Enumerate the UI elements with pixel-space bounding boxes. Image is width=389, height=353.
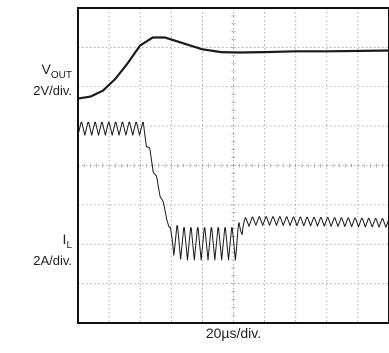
vout-scale: 2V/div. <box>33 82 72 98</box>
il-label: IL 2A/div. <box>4 232 72 268</box>
il-trace <box>77 121 389 261</box>
vout-trace <box>77 36 389 100</box>
time-scale-label: 20µs/div. <box>205 325 262 341</box>
vout-label: VOUT 2V/div. <box>4 62 72 98</box>
plot-grid <box>77 7 389 324</box>
vout-name: VOUT <box>41 61 72 81</box>
plot-frame <box>77 7 389 324</box>
il-scale: 2A/div. <box>33 252 72 268</box>
il-name: IL <box>62 231 72 251</box>
traces <box>77 36 389 261</box>
